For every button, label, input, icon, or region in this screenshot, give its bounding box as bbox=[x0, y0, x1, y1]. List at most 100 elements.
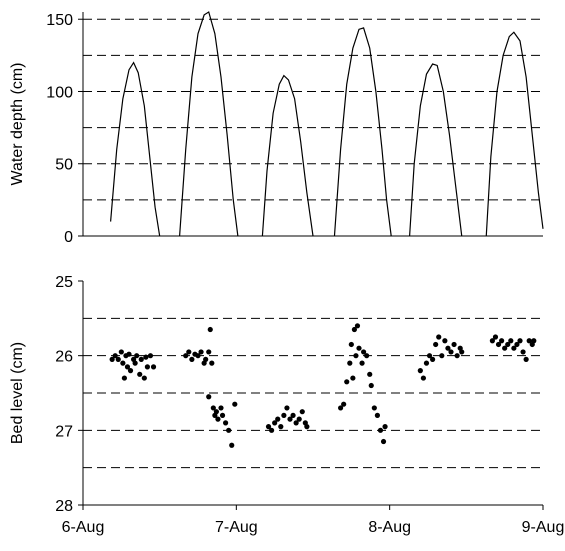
bed-point bbox=[436, 334, 442, 340]
y-tick-label: 25 bbox=[55, 274, 73, 291]
bed-point bbox=[183, 353, 189, 359]
bed-point bbox=[354, 323, 361, 329]
bed-point bbox=[143, 354, 149, 360]
bed-point bbox=[269, 427, 275, 433]
bed-point bbox=[223, 420, 229, 426]
bed-point bbox=[492, 334, 499, 340]
bed-point bbox=[505, 341, 511, 348]
bed-point bbox=[150, 364, 157, 370]
bed-point bbox=[189, 356, 195, 362]
bed-point bbox=[206, 394, 212, 400]
bed-point bbox=[350, 375, 356, 381]
bed-point bbox=[304, 424, 310, 430]
bed-point bbox=[118, 349, 124, 355]
bed-point bbox=[526, 338, 532, 344]
bed-point bbox=[508, 338, 514, 344]
bed-point bbox=[195, 353, 201, 359]
y-axis-label: Water depth (cm) bbox=[9, 63, 26, 186]
bed-point bbox=[218, 405, 224, 411]
bed-point bbox=[359, 360, 365, 366]
depth-line bbox=[110, 11, 544, 237]
bed-point bbox=[374, 412, 380, 418]
bed-point bbox=[284, 405, 290, 411]
x-tick-label: 8-Aug bbox=[368, 519, 411, 536]
bed-point bbox=[344, 379, 350, 385]
bed-point bbox=[454, 353, 460, 359]
bed-point bbox=[210, 405, 216, 411]
bed-point bbox=[272, 420, 278, 426]
bed-point bbox=[523, 356, 529, 362]
bed-point bbox=[351, 326, 357, 333]
bed-point bbox=[423, 360, 430, 366]
bed-point bbox=[290, 412, 296, 418]
bed-point bbox=[124, 364, 131, 370]
y-tick-label: 150 bbox=[46, 12, 73, 29]
bed-point bbox=[495, 341, 502, 348]
bed-point bbox=[426, 353, 433, 359]
bed-point bbox=[353, 353, 359, 359]
x-tick-label: 9-Aug bbox=[522, 519, 565, 536]
bed-point bbox=[451, 341, 457, 348]
bed-point bbox=[341, 401, 347, 407]
bed-point bbox=[132, 360, 138, 366]
bed-point bbox=[433, 341, 439, 348]
bed-point bbox=[275, 416, 281, 422]
bed-point bbox=[514, 341, 520, 348]
bed-point bbox=[115, 356, 121, 362]
y-tick-label: 50 bbox=[55, 157, 73, 174]
bed-point bbox=[213, 409, 219, 415]
bed-point bbox=[361, 349, 367, 355]
y-tick-label: 0 bbox=[64, 229, 73, 246]
bed-point bbox=[287, 416, 293, 422]
bed-point bbox=[229, 442, 235, 448]
x-tick-label: 6-Aug bbox=[62, 519, 105, 536]
bed-point bbox=[147, 353, 154, 359]
bed-point bbox=[206, 349, 212, 355]
y-tick-label: 26 bbox=[55, 349, 73, 366]
bed-point bbox=[364, 353, 370, 359]
bed-point bbox=[445, 345, 451, 351]
bed-point bbox=[417, 368, 423, 374]
bed-point bbox=[356, 345, 362, 351]
y-axis-label: Bed level (cm) bbox=[9, 342, 26, 444]
bed-point bbox=[198, 349, 204, 355]
bed-point bbox=[141, 375, 147, 381]
bed-point bbox=[511, 345, 517, 351]
y-tick-label: 100 bbox=[46, 84, 73, 101]
bed-point bbox=[278, 424, 284, 430]
bed-point bbox=[368, 382, 374, 389]
y-tick-label: 27 bbox=[55, 423, 73, 440]
bed-point bbox=[348, 341, 354, 348]
bed-point bbox=[502, 345, 508, 351]
bed-point bbox=[215, 416, 221, 422]
bed-point bbox=[293, 420, 299, 426]
bed-point bbox=[120, 360, 126, 366]
bed-point bbox=[127, 368, 134, 374]
x-tick-label: 7-Aug bbox=[215, 519, 258, 536]
bed-point bbox=[226, 427, 232, 433]
bed-point bbox=[232, 401, 238, 407]
bed-point bbox=[459, 349, 465, 355]
bed-point bbox=[296, 416, 302, 422]
bed-point bbox=[112, 353, 118, 359]
bed-point bbox=[442, 338, 448, 344]
bed-point bbox=[203, 356, 209, 362]
bed-point bbox=[138, 356, 144, 362]
bed-point bbox=[420, 375, 426, 381]
bed-point bbox=[281, 412, 287, 418]
bed-point bbox=[144, 364, 150, 370]
bed-point bbox=[371, 405, 377, 411]
bed-point bbox=[338, 405, 344, 411]
bed-point bbox=[430, 356, 436, 362]
bed-point bbox=[265, 424, 272, 430]
bed-point bbox=[209, 360, 215, 366]
bed-point bbox=[126, 351, 132, 357]
bed-point bbox=[347, 360, 353, 366]
bed-point bbox=[299, 409, 305, 415]
bed-point bbox=[517, 338, 523, 344]
bed-point bbox=[219, 412, 226, 418]
bed-point bbox=[367, 371, 373, 377]
bed-point bbox=[499, 338, 505, 344]
